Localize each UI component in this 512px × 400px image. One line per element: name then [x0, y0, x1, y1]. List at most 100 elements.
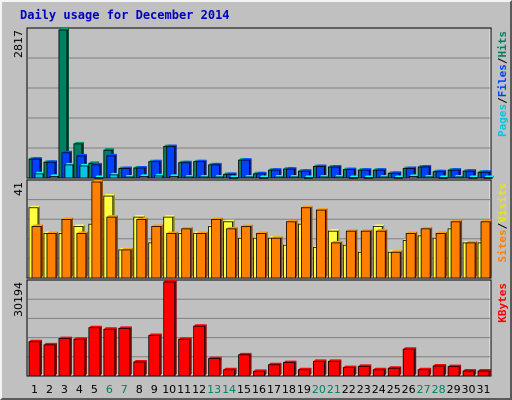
bar-sites-day-24: [375, 229, 388, 279]
bar-sites-day-16: [256, 231, 268, 279]
bar-kbytes-day-28: [432, 364, 447, 377]
x-tick-label-17: 17: [267, 383, 281, 396]
bar-files-day-10: [166, 144, 177, 179]
bar-sites-day-28: [435, 231, 448, 279]
bar-kbytes-day-5: [88, 325, 102, 377]
x-tick-label-26: 26: [402, 383, 416, 396]
bar-sites-day-10: [166, 231, 178, 279]
bar-files-day-12: [196, 159, 207, 179]
bar-pages-day-22: [348, 175, 360, 179]
y-max-label-kbytes: 30194: [12, 282, 25, 317]
x-tick-label-9: 9: [151, 383, 158, 396]
bar-kbytes-day-30: [462, 369, 477, 377]
bar-sites-day-3: [61, 217, 73, 279]
x-tick-label-27: 27: [417, 383, 431, 396]
x-tick-label-31: 31: [477, 383, 491, 396]
bar-kbytes-day-23: [357, 364, 372, 377]
bar-pages-day-10: [169, 174, 180, 179]
bar-kbytes-day-2: [43, 342, 57, 377]
bar-sites-day-21: [330, 240, 343, 279]
bar-kbytes-day-27: [417, 367, 432, 377]
bar-pages-day-12: [199, 174, 210, 179]
axis-label-part: Sites: [496, 229, 509, 262]
bar-kbytes-day-31: [477, 369, 492, 377]
bar-sites-day-4: [76, 231, 88, 279]
bar-sites-day-8: [136, 217, 148, 279]
bar-kbytes-day-8: [133, 359, 147, 377]
axis-label-visits_sites: Sites/Visits: [496, 183, 509, 263]
bar-files-day-2: [46, 160, 57, 179]
bar-kbytes-day-19: [298, 367, 312, 377]
chart-title: Daily usage for December 2014: [20, 8, 230, 22]
bar-sites-day-23: [360, 229, 373, 279]
bar-pages-day-3: [64, 162, 75, 179]
bar-sites-day-14: [226, 226, 238, 279]
axis-label-part: /: [496, 97, 509, 104]
x-tick-label-16: 16: [252, 383, 266, 396]
bar-kbytes-day-20: [312, 359, 327, 377]
bar-pages-day-9: [154, 173, 165, 179]
x-tick-label-3: 3: [61, 383, 68, 396]
axis-label-hits_files_pages: Pages/Files/Hits: [496, 31, 509, 137]
y-max-label-visits_sites: 41: [12, 182, 25, 196]
axis-label-part: Hits: [496, 31, 509, 58]
axis-label-part: Pages: [496, 104, 509, 137]
bar-files-day-15: [241, 158, 252, 179]
x-tick-label-28: 28: [432, 383, 446, 396]
bar-kbytes-day-25: [387, 366, 402, 377]
x-tick-label-11: 11: [177, 383, 191, 396]
panel-visits_sites: 41 Sites/Visits: [12, 179, 509, 279]
bar-kbytes-day-14: [223, 367, 237, 377]
panel-kbytes: 30194 KBytes: [12, 279, 509, 377]
x-tick-label-18: 18: [282, 383, 296, 396]
bar-sites-day-11: [181, 226, 193, 279]
bar-kbytes-day-9: [148, 333, 162, 377]
bar-pages-day-31: [483, 175, 495, 179]
bar-sites-day-12: [196, 231, 208, 279]
x-tick-label-7: 7: [121, 383, 128, 396]
bar-files-day-6: [106, 153, 117, 179]
x-tick-label-6: 6: [106, 383, 113, 396]
bar-sites-day-17: [271, 236, 283, 279]
axis-label-part: /: [496, 57, 509, 64]
axis-label-part: Visits: [496, 183, 509, 223]
bar-kbytes-day-10: [163, 280, 177, 377]
axis-label-part: Files: [496, 64, 509, 97]
x-tick-label-21: 21: [327, 383, 341, 396]
bar-sites-day-1: [31, 224, 43, 279]
x-axis-labels: 1 2 3 4 5 6 7 8 9 10 11 12 13 14 15 16 17 18 19 20 21 22 23 24 2…: [31, 383, 491, 396]
x-tick-label-1: 1: [31, 383, 38, 396]
bar-pages-day-2: [49, 174, 60, 179]
bar-pages-day-5: [94, 175, 105, 179]
bar-kbytes-day-7: [118, 326, 132, 377]
x-tick-label-14: 14: [222, 383, 236, 396]
bar-sites-day-15: [241, 224, 253, 279]
bar-files-day-13: [211, 162, 222, 179]
bar-sites-day-31: [480, 219, 493, 279]
bar-kbytes-day-11: [178, 337, 192, 377]
bar-sites-day-13: [211, 217, 223, 279]
bar-kbytes-day-6: [103, 327, 117, 377]
bar-hits-day-3: [58, 28, 69, 179]
bar-sites-day-27: [420, 226, 433, 279]
bar-pages-day-26: [408, 174, 420, 179]
bar-sites-day-25: [390, 250, 403, 279]
bar-kbytes-day-21: [327, 359, 342, 377]
bar-kbytes-day-3: [58, 336, 72, 377]
bar-sites-day-6: [106, 215, 118, 279]
bar-kbytes-day-17: [268, 362, 282, 377]
x-tick-label-25: 25: [387, 383, 401, 396]
bar-sites-day-29: [450, 219, 463, 279]
bar-sites-day-7: [121, 247, 133, 279]
y-max-label-hits_files_pages: 2817: [12, 30, 25, 58]
x-tick-label-13: 13: [207, 383, 221, 396]
bar-kbytes-day-22: [342, 365, 357, 377]
bar-kbytes-day-18: [283, 360, 297, 377]
bar-kbytes-day-12: [193, 324, 207, 377]
x-tick-label-30: 30: [462, 383, 476, 396]
axis-label-part: /: [496, 222, 509, 229]
x-tick-label-23: 23: [357, 383, 371, 396]
bar-kbytes-day-26: [402, 347, 417, 377]
bar-pages-day-8: [139, 174, 150, 179]
